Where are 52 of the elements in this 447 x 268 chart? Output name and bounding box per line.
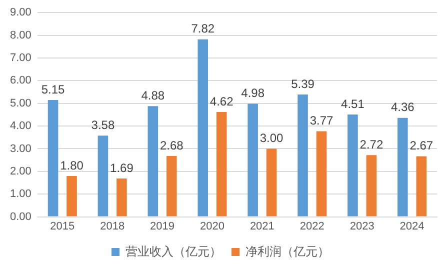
data-label: 4.36 <box>390 100 415 114</box>
x-tick-label: 2019 <box>150 220 175 232</box>
y-tick-label: 8.00 <box>10 29 32 42</box>
x-tick-label: 2020 <box>200 220 224 232</box>
x-tick-label: 2018 <box>100 220 125 232</box>
x-tick-label: 2024 <box>400 220 424 232</box>
bar <box>316 131 327 216</box>
x-tick-label: 2023 <box>350 220 374 232</box>
data-label: 5.39 <box>291 76 315 91</box>
data-label: 1.80 <box>60 158 84 172</box>
data-label: 2.68 <box>160 138 184 152</box>
bar <box>298 94 308 216</box>
data-label: 1.69 <box>110 160 134 175</box>
bar <box>166 156 177 216</box>
y-tick-label: 5.00 <box>10 97 32 110</box>
y-tick-label: 7.00 <box>10 52 32 64</box>
y-tick-label: 1.00 <box>10 188 32 200</box>
x-tick-label: 2015 <box>50 220 75 232</box>
x-tick-label: 2022 <box>300 220 324 232</box>
legend-label: 营业收入（亿元） <box>126 244 222 258</box>
bar <box>48 100 58 216</box>
bar <box>248 104 258 216</box>
bar <box>348 114 358 216</box>
data-label: 2.72 <box>360 137 384 152</box>
data-label: 4.51 <box>341 96 365 111</box>
y-tick-label: 6.00 <box>10 74 32 87</box>
data-label: 7.82 <box>191 22 215 36</box>
data-label: 2.67 <box>410 138 434 153</box>
x-tick-label: 2021 <box>250 220 274 232</box>
y-tick-label: 3.00 <box>10 142 32 155</box>
data-label: 5.15 <box>41 82 66 96</box>
data-label: 4.88 <box>141 88 165 102</box>
y-tick-label: 0.00 <box>10 210 32 223</box>
legend-label: 净利润（亿元） <box>246 244 330 258</box>
data-label: 3.00 <box>260 131 284 146</box>
bar <box>66 176 77 216</box>
bar <box>148 106 158 216</box>
data-label: 3.77 <box>310 114 334 128</box>
y-tick-label: 2.00 <box>10 165 32 178</box>
bar <box>416 156 427 216</box>
bar <box>98 136 108 216</box>
y-tick-label: 4.00 <box>10 120 32 132</box>
bar <box>266 148 277 216</box>
data-label: 4.98 <box>241 86 265 100</box>
data-label: 3.58 <box>91 118 115 132</box>
bar <box>198 39 208 216</box>
bar <box>116 178 127 216</box>
data-label: 4.62 <box>210 94 234 108</box>
bar <box>398 118 408 216</box>
bar <box>216 112 227 216</box>
bar <box>366 155 377 216</box>
y-tick-label: 9.00 <box>10 6 32 19</box>
